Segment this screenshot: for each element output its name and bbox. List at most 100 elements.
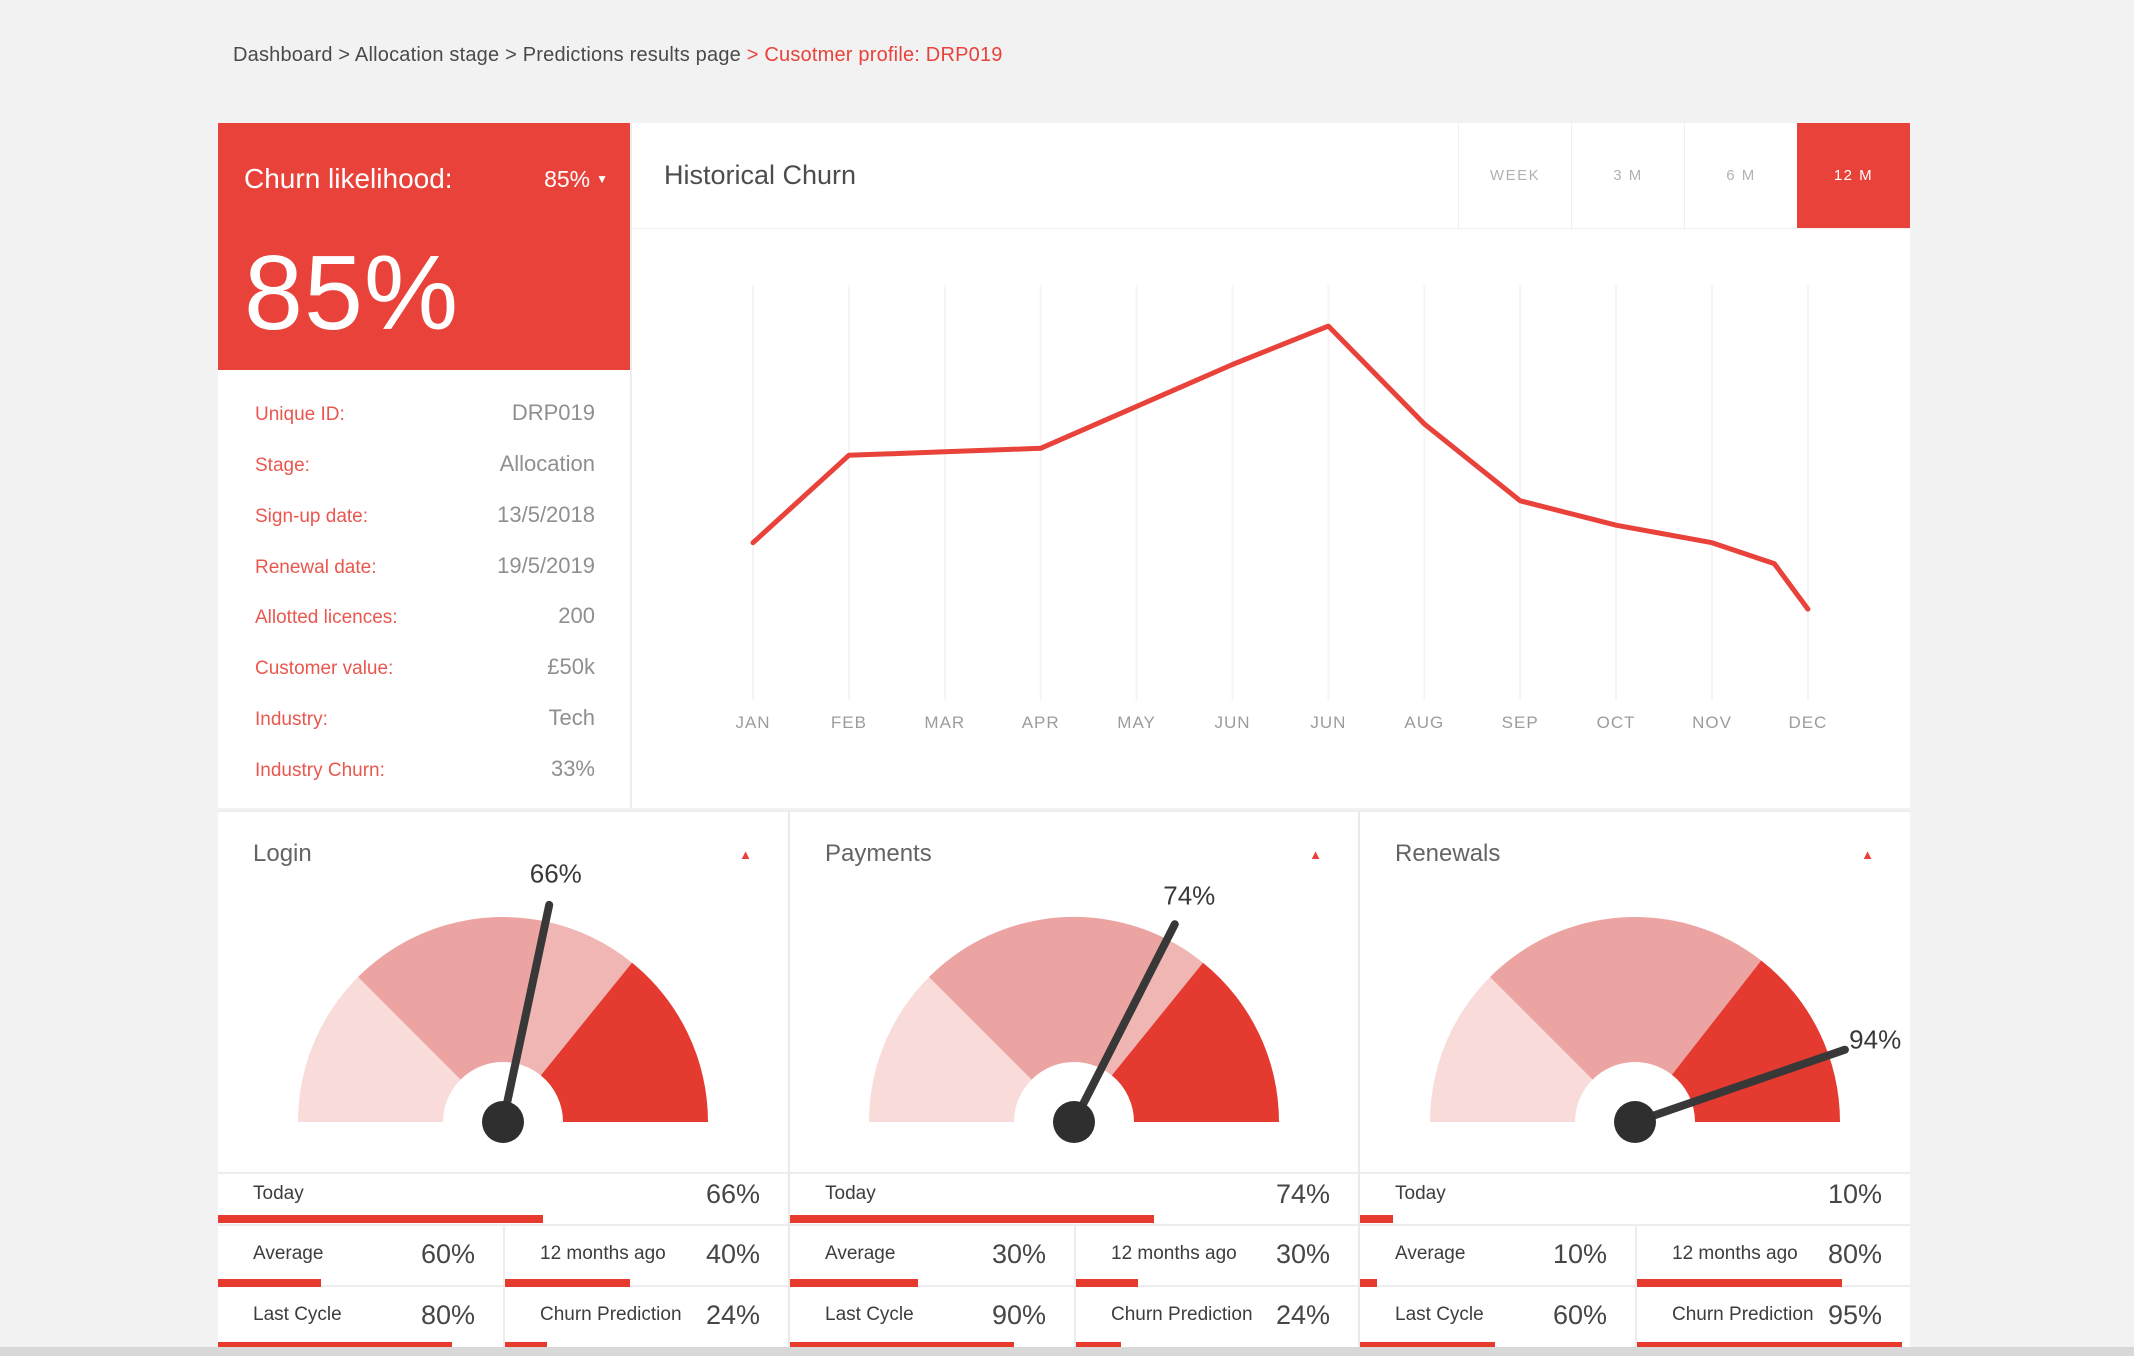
info-label: Customer value: [255, 658, 394, 680]
stat-row: Last Cycle 90% Churn Prediction 24% [790, 1287, 1358, 1356]
svg-text:SEP: SEP [1502, 713, 1539, 732]
svg-text:74%: 74% [1163, 881, 1215, 911]
stat-bar [505, 1342, 548, 1350]
stat-bar [1360, 1342, 1495, 1350]
stat-bar [1637, 1279, 1842, 1287]
stat-label: Average [825, 1243, 896, 1264]
breadcrumb-trail[interactable]: Dashboard > Allocation stage > Predictio… [233, 44, 747, 66]
stat-label: 12 months ago [540, 1243, 666, 1264]
stat-label: Churn Prediction [1672, 1304, 1814, 1325]
stat-value: 90% [991, 1299, 1046, 1330]
caret-down-icon: ▼ [596, 172, 608, 186]
info-label: Renewal date: [255, 556, 377, 578]
info-row-industry: Industry: Tech [255, 705, 595, 731]
info-value: Tech [548, 705, 595, 731]
window-bottom-strip [0, 1347, 2134, 1356]
renewals-gauge: 94% [1430, 916, 1901, 1143]
stat-cell-last-cycle: Last Cycle 80% [218, 1287, 503, 1356]
stat-value: 10% [1827, 1178, 1882, 1209]
stat-cell-12-months: 12 months ago 80% [1635, 1226, 1910, 1287]
stat-label: Last Cycle [825, 1304, 914, 1325]
collapse-triangle-icon[interactable]: ▲ [1861, 847, 1874, 862]
stat-row: Last Cycle 80% Churn Prediction 24% [218, 1287, 788, 1356]
stat-cell-average: Average 10% [1360, 1226, 1635, 1287]
stat-bar [218, 1215, 543, 1223]
renewals-stats: Today 10% Average 10% [1360, 1172, 1910, 1356]
tab-week[interactable]: WEEK [1458, 123, 1571, 228]
tab-3m[interactable]: 3 M [1571, 123, 1684, 228]
info-row-industry-churn: Industry Churn: 33% [255, 756, 595, 782]
svg-text:OCT: OCT [1597, 713, 1636, 732]
churn-likelihood-big-value: 85% [244, 234, 460, 352]
collapse-triangle-icon[interactable]: ▲ [1309, 847, 1322, 862]
stat-value: 30% [991, 1238, 1046, 1269]
historical-churn-chart: JAN FEB MAR APR MAY JUN JUN AUG SEP OCT NOV DEC [632, 228, 1910, 813]
svg-text:APR: APR [1022, 713, 1060, 732]
stat-value: 80% [1827, 1238, 1882, 1269]
collapse-triangle-icon[interactable]: ▲ [739, 847, 752, 862]
stat-row: Average 30% 12 months ago 30% [790, 1226, 1358, 1287]
login-card: Login ▲ 66% Today 66% Average 60% [218, 812, 788, 1356]
stat-cell-last-cycle: Last Cycle 90% [790, 1287, 1074, 1356]
renewals-card: Renewals ▲ 94% Today 10% Average 10% [1358, 812, 1910, 1356]
stat-bar [1637, 1342, 1902, 1350]
stat-label: Today [825, 1183, 876, 1204]
stat-cell-churn-prediction: Churn Prediction 24% [1074, 1287, 1358, 1356]
stat-value: 40% [705, 1238, 760, 1269]
payments-card: Payments ▲ 74% Today 74% Average 30% [788, 812, 1358, 1356]
tab-6m[interactable]: 6 M [1684, 123, 1797, 228]
info-row-unique-id: Unique ID: DRP019 [255, 400, 595, 426]
stat-cell-12-months: 12 months ago 30% [1074, 1226, 1358, 1287]
info-value: 200 [558, 603, 595, 629]
customer-info-list: Unique ID: DRP019 Stage: Allocation Sign… [218, 370, 630, 808]
info-value: DRP019 [511, 400, 595, 425]
payments-stats: Today 74% Average 30% [790, 1172, 1358, 1356]
svg-text:FEB: FEB [831, 713, 867, 732]
info-label: Industry: [255, 709, 328, 731]
info-row-renewal-date: Renewal date: 19/5/2019 [255, 553, 595, 579]
stat-row-today: Today 66% [218, 1174, 788, 1226]
stat-cell-last-cycle: Last Cycle 60% [1360, 1287, 1635, 1356]
info-label: Unique ID: [255, 404, 345, 425]
login-stats: Today 66% Average 60% [218, 1172, 788, 1356]
timerange-tabs: WEEK 3 M 6 M 12 M [1458, 123, 1910, 228]
info-value: £50k [547, 654, 595, 680]
payments-gauge: 74% [869, 881, 1279, 1143]
stat-value: 24% [705, 1299, 760, 1330]
renewals-card-title: Renewals [1395, 840, 1501, 867]
info-value: 19/5/2019 [497, 552, 595, 578]
historical-churn-card: Historical Churn WEEK 3 M 6 M 12 M JAN FE… [630, 123, 1910, 808]
churn-likelihood-header: Churn likelihood: 85% ▼ 85% [218, 123, 630, 370]
stat-label: Today [253, 1183, 304, 1204]
stat-bar [218, 1342, 452, 1350]
stat-row-today: Today 74% [790, 1174, 1358, 1226]
info-value: Allocation [499, 450, 595, 476]
info-row-stage: Stage: Allocation [255, 451, 595, 477]
stat-label: 12 months ago [1672, 1243, 1798, 1264]
svg-text:JUN: JUN [1214, 713, 1250, 732]
stat-label: Last Cycle [253, 1304, 342, 1325]
stat-bar [1360, 1279, 1377, 1287]
breadcrumb-current: > Cusotmer profile: DRP019 [746, 44, 1003, 66]
churn-likelihood-selector[interactable]: 85% ▼ [544, 166, 608, 193]
svg-text:66%: 66% [530, 862, 582, 889]
login-gauge: 66% [298, 862, 708, 1143]
stat-value: 24% [1275, 1299, 1330, 1330]
info-value: 13/5/2018 [497, 501, 595, 527]
svg-text:DEC: DEC [1788, 713, 1827, 732]
info-label: Allotted licences: [255, 607, 398, 629]
stat-value: 60% [420, 1238, 475, 1269]
tab-12m[interactable]: 12 M [1797, 123, 1910, 228]
stat-cell-average: Average 60% [218, 1226, 503, 1287]
svg-text:AUG: AUG [1404, 713, 1444, 732]
stat-label: Average [253, 1243, 324, 1264]
stat-label: Churn Prediction [540, 1304, 682, 1325]
stat-cell-average: Average 30% [790, 1226, 1074, 1287]
info-label: Stage: [255, 454, 310, 476]
info-value: 33% [550, 755, 595, 781]
stat-value: 30% [1275, 1238, 1330, 1269]
breadcrumb: Dashboard > Allocation stage > Predictio… [233, 44, 1003, 67]
stat-cell-churn-prediction: Churn Prediction 95% [1635, 1287, 1910, 1356]
svg-text:JAN: JAN [735, 713, 770, 732]
